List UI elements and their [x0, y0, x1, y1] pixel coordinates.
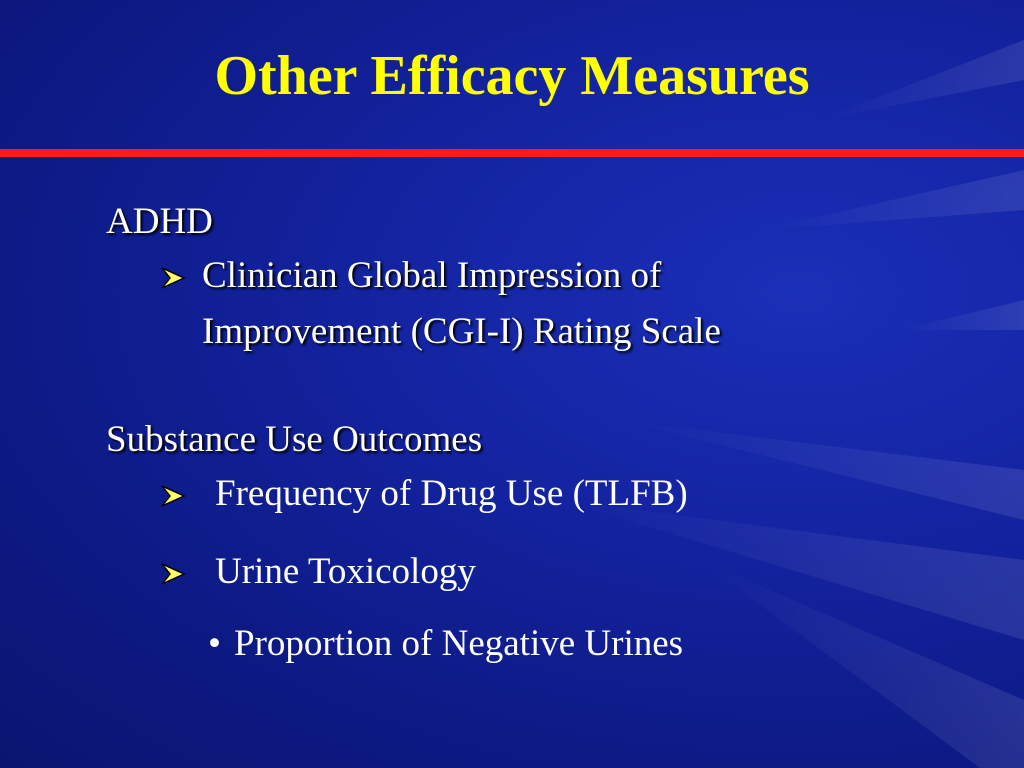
- title-divider: [0, 149, 1024, 157]
- adhd-item-line-2: Improvement (CGI-I) Rating Scale: [202, 311, 721, 352]
- slide-title: Other Efficacy Measures: [214, 45, 810, 107]
- adhd-item-line-1: Clinician Global Impression of: [202, 255, 662, 296]
- substance-subitem-negative-urines: Proportion of Negative Urines: [234, 623, 684, 664]
- arrowhead-bullet-icon: [161, 267, 186, 289]
- arrowhead-bullet-icon: [161, 563, 186, 585]
- substance-item-urine: Urine Toxicology: [215, 551, 476, 592]
- arrowhead-bullet-icon: [161, 485, 186, 507]
- substance-item-frequency: Frequency of Drug Use (TLFB): [215, 473, 688, 514]
- substance-heading: Substance Use Outcomes: [106, 419, 483, 460]
- adhd-heading: ADHD: [106, 201, 213, 242]
- sub-bullet-dot: •: [208, 623, 221, 664]
